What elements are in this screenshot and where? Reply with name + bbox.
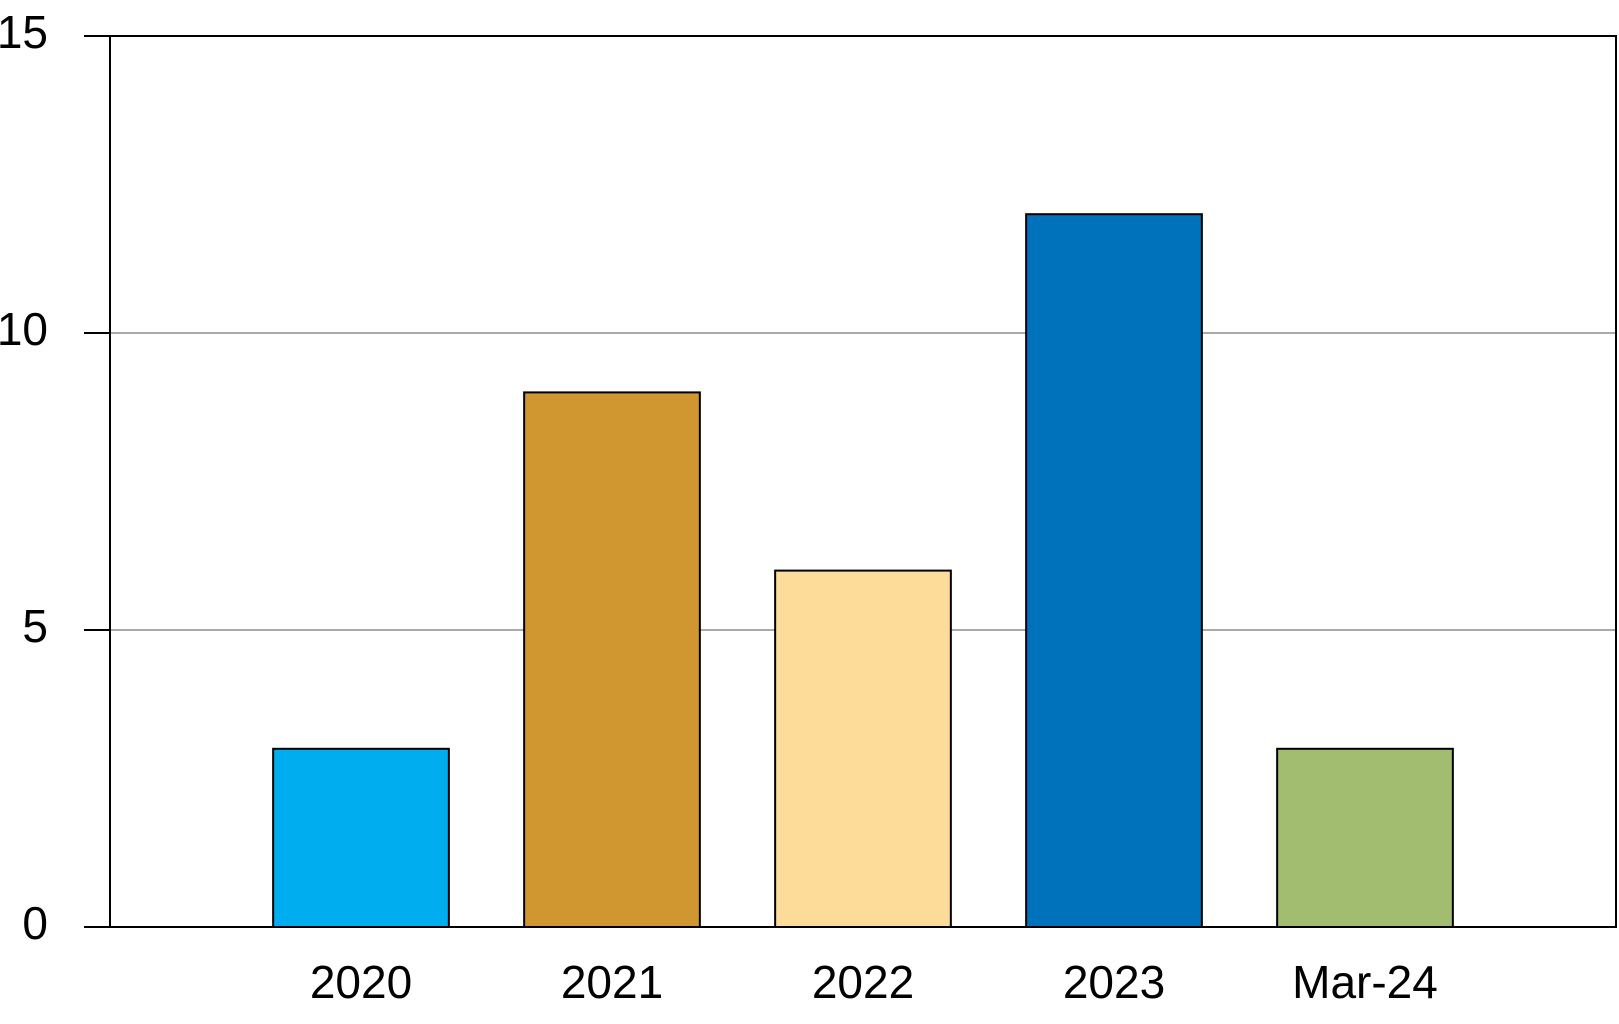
bar — [774, 569, 952, 928]
x-tick-label: 2020 — [310, 956, 412, 1008]
plot-frame — [109, 35, 1617, 928]
x-tick-label: 2023 — [1063, 956, 1165, 1008]
y-tick-label: 10 — [0, 303, 48, 355]
y-tick-label: 15 — [0, 6, 48, 58]
y-tick-label: 5 — [22, 600, 48, 652]
bar — [1025, 213, 1203, 928]
bar — [1276, 747, 1454, 928]
x-tick-label: 2022 — [812, 956, 914, 1008]
y-tick-label: 0 — [22, 897, 48, 949]
bar — [523, 391, 701, 928]
bar — [272, 747, 450, 928]
x-tick-label: 2021 — [561, 956, 663, 1008]
x-tick-label: Mar-24 — [1292, 956, 1438, 1008]
